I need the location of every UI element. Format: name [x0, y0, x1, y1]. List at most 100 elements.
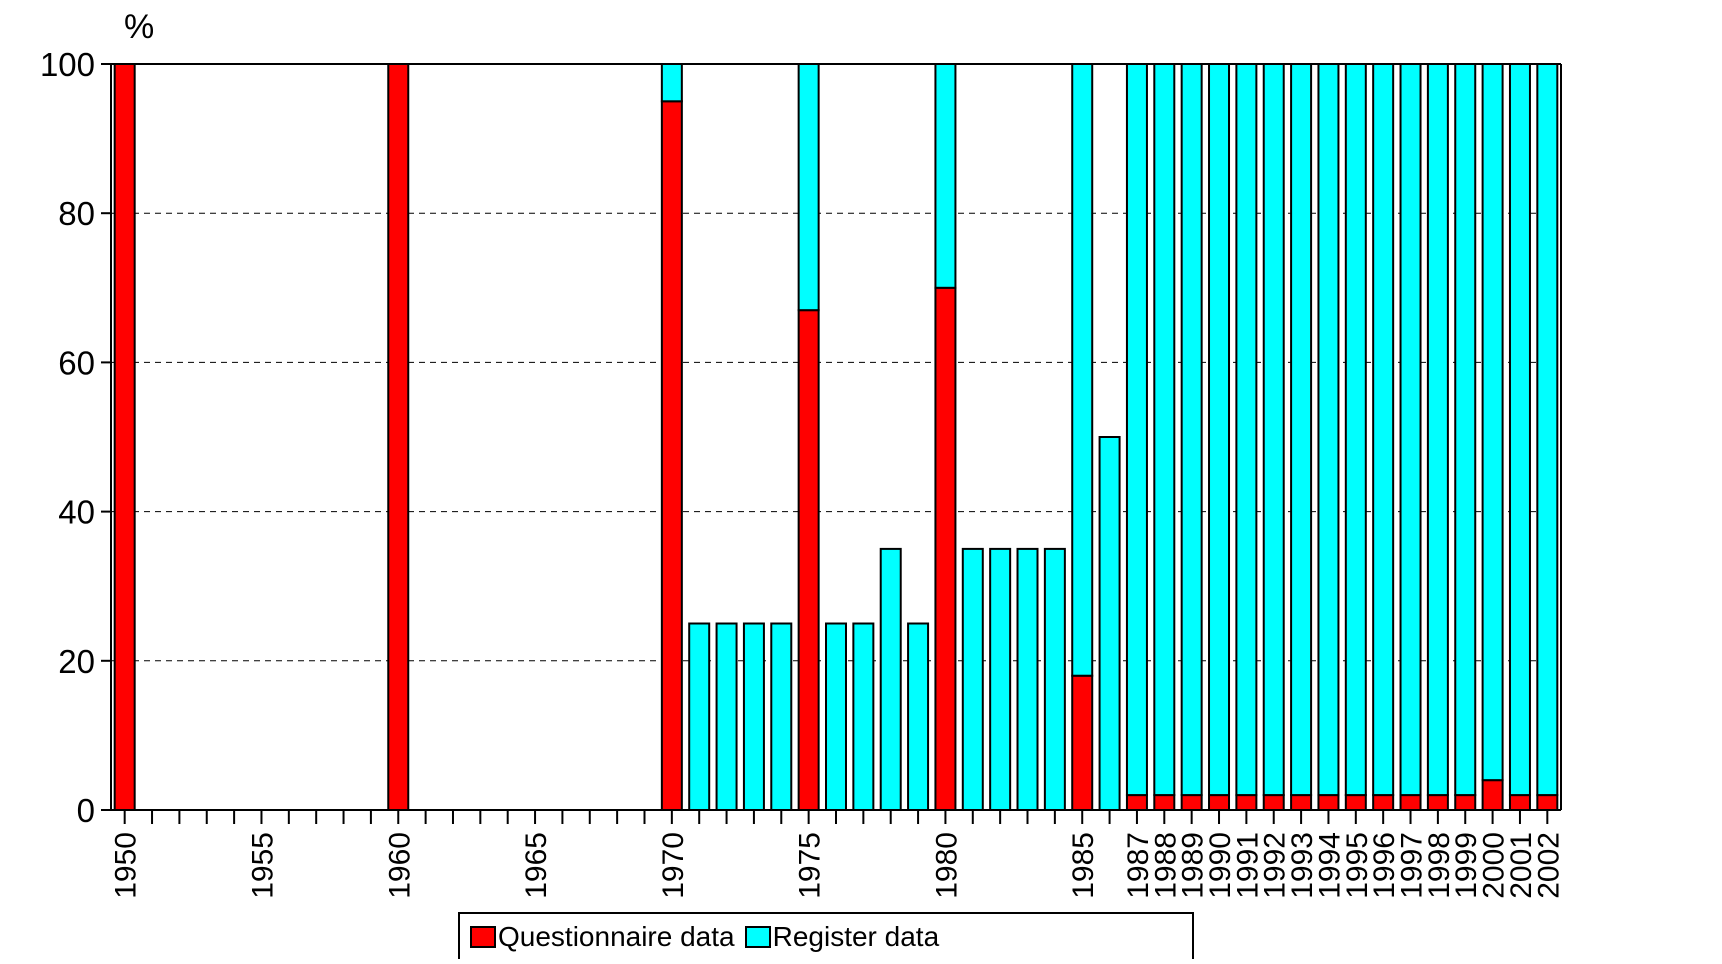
bar-register-1988	[1153, 63, 1176, 797]
y-tick-label: 0	[77, 792, 95, 829]
bar-register-1985	[1071, 63, 1094, 677]
bar-questionnaire-1997	[1399, 794, 1422, 812]
x-tick-label: 1955	[246, 832, 279, 899]
bar-register-1975	[797, 63, 820, 312]
legend-swatch-questionnaire	[470, 925, 496, 948]
x-tick-label: 1999	[1450, 832, 1483, 899]
x-tick-label: 1988	[1149, 832, 1182, 899]
gridlines	[111, 212, 1561, 662]
x-tick-label: 1993	[1286, 832, 1319, 899]
bar-questionnaire-1989	[1180, 794, 1203, 812]
x-tick-label: 1970	[657, 832, 690, 899]
legend-item-questionnaire: Questionnaire data	[470, 921, 735, 953]
bar-register-1993	[1290, 63, 1313, 797]
x-tick-label: 1960	[383, 832, 416, 899]
legend-item-register: Register data	[744, 920, 940, 953]
x-tick-label: 1965	[520, 832, 553, 899]
bar-register-1972	[715, 622, 738, 811]
bar-register-1970	[660, 63, 683, 103]
bar-register-1979	[907, 622, 930, 811]
bar-register-1995	[1344, 63, 1367, 797]
x-tick-label: 1995	[1341, 832, 1374, 899]
bar-questionnaire-1985	[1071, 674, 1094, 811]
bar-register-1978	[879, 547, 902, 812]
x-tick-label: 1989	[1177, 832, 1210, 899]
y-tick-label: 100	[40, 46, 95, 83]
x-tick-label: 1992	[1259, 832, 1292, 899]
bar-register-1994	[1317, 63, 1340, 797]
bar-register-1977	[852, 622, 875, 811]
x-tick-label: 1975	[794, 832, 827, 899]
legend-swatch-register	[744, 925, 771, 948]
x-tick-label: 1996	[1368, 832, 1401, 899]
bar-register-1998	[1426, 63, 1449, 797]
bar-register-1974	[770, 622, 793, 811]
bar-register-1980	[934, 63, 957, 289]
bar-register-1982	[989, 547, 1012, 812]
bar-register-1986	[1098, 436, 1121, 811]
x-tick-labels: 1950 1955 1960 1965 1970 1975 1980 1985 19871988…	[110, 832, 1566, 899]
bar-questionnaire-2001	[1508, 794, 1531, 812]
bar-register-1992	[1262, 63, 1285, 797]
bars	[113, 63, 1559, 812]
x-tick-label: 1985	[1067, 832, 1100, 899]
bar-register-1990	[1208, 63, 1231, 797]
bar-register-1996	[1372, 63, 1395, 797]
bar-questionnaire-1991	[1235, 794, 1258, 812]
bar-register-1989	[1180, 63, 1203, 797]
bar-register-1984	[1043, 547, 1066, 812]
legend-label-questionnaire: Questionnaire data	[498, 920, 735, 952]
bar-register-2000	[1481, 63, 1504, 782]
bar-questionnaire-1975	[797, 309, 820, 811]
bar-questionnaire-1993	[1290, 794, 1313, 812]
bar-questionnaire-1996	[1372, 794, 1395, 812]
x-tick-label: 1997	[1396, 832, 1429, 899]
bar-questionnaire-2000	[1481, 779, 1504, 811]
bar-questionnaire-1999	[1454, 794, 1477, 812]
x-tick-label: 1998	[1423, 832, 1456, 899]
bar-register-1983	[1016, 547, 1039, 812]
x-tick-label: 2000	[1478, 832, 1511, 899]
axes	[101, 63, 1562, 824]
y-tick-label: 60	[58, 344, 95, 381]
legend-label-register: Register data	[772, 920, 940, 952]
bar-questionnaire-2002	[1536, 794, 1559, 812]
bar-questionnaire-1992	[1262, 794, 1285, 812]
bar-register-2001	[1508, 63, 1531, 797]
bar-register-1999	[1454, 63, 1477, 797]
y-tick-labels: 0 20 40 60 80 100	[40, 46, 95, 829]
bar-register-1991	[1235, 63, 1258, 797]
x-tick-label: 1990	[1204, 832, 1237, 899]
bar-questionnaire-1998	[1426, 794, 1449, 812]
bar-questionnaire-1994	[1317, 794, 1340, 812]
bar-questionnaire-1950	[113, 63, 136, 811]
bar-register-1976	[825, 622, 847, 811]
bar-questionnaire-1987	[1125, 794, 1148, 812]
bar-register-1981	[961, 547, 984, 812]
x-tick-label: 1991	[1231, 832, 1264, 899]
bar-questionnaire-1960	[387, 63, 410, 811]
bar-questionnaire-1988	[1153, 794, 1176, 812]
bar-register-1973	[742, 622, 765, 811]
x-tick-label: 1987	[1122, 832, 1155, 899]
y-tick-label: 20	[58, 643, 95, 680]
y-tick-label: 80	[58, 195, 95, 232]
bar-questionnaire-1995	[1344, 794, 1367, 812]
bar-questionnaire-1980	[934, 286, 957, 811]
x-tick-label: 1950	[110, 832, 143, 899]
x-tick-label: 1980	[930, 832, 963, 899]
bar-register-2002	[1536, 63, 1559, 797]
y-axis-unit-label: %	[124, 8, 155, 46]
legend: Questionnaire data Register data	[458, 912, 1194, 959]
bar-register-1997	[1399, 63, 1422, 797]
bar-questionnaire-1990	[1208, 794, 1231, 812]
x-tick-label: 2001	[1505, 832, 1538, 899]
bar-register-1971	[688, 622, 711, 811]
y-tick-label: 40	[58, 494, 95, 531]
x-tick-label: 1994	[1313, 832, 1346, 899]
bar-register-1987	[1125, 63, 1148, 797]
x-tick-label: 2002	[1532, 832, 1565, 899]
bar-questionnaire-1970	[660, 100, 683, 812]
